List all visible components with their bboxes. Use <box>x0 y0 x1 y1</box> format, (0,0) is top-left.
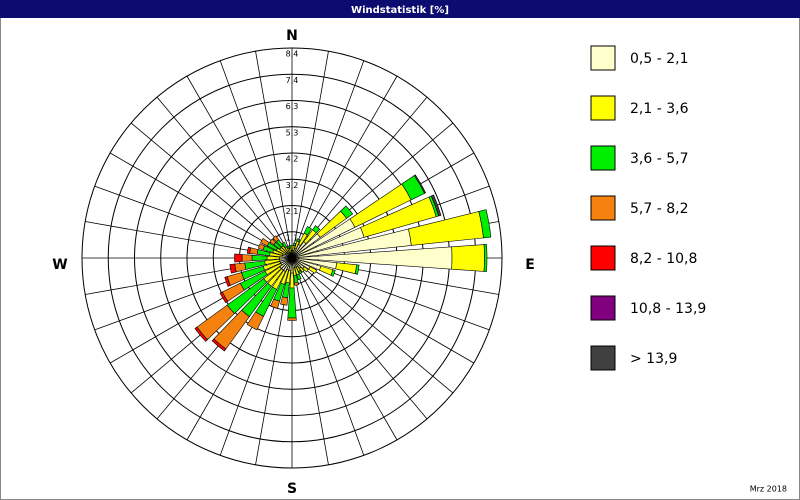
legend-swatch <box>590 95 616 121</box>
grid-spoke <box>94 185 287 257</box>
grid-spoke <box>109 152 288 256</box>
wedge <box>280 296 289 306</box>
wedge <box>483 244 488 272</box>
wedge <box>272 235 280 243</box>
compass-label: N <box>286 28 298 44</box>
ring-label: 3,2 <box>286 181 299 190</box>
wedge <box>312 225 321 234</box>
wedge <box>303 226 312 236</box>
wedge <box>260 238 270 247</box>
legend-swatch <box>590 345 616 371</box>
wedge <box>224 276 231 287</box>
grid-spoke <box>294 75 398 254</box>
wedge <box>241 254 253 262</box>
wedge <box>478 209 492 239</box>
grid-spoke <box>219 60 291 253</box>
grid-spoke <box>295 262 428 420</box>
ring-label: 1,1 <box>286 233 299 242</box>
wedge <box>286 245 290 250</box>
wedge <box>269 238 277 246</box>
wedge <box>219 291 229 304</box>
wedge <box>354 264 360 275</box>
wedge <box>430 194 442 217</box>
wedge <box>211 338 227 352</box>
footer: Mrz 2018 <box>750 485 787 494</box>
wedge <box>298 266 305 273</box>
wedge <box>290 245 294 251</box>
wedge <box>330 269 336 277</box>
wedge <box>234 253 243 263</box>
compass-label: E <box>525 257 535 273</box>
grid-spoke <box>296 261 454 394</box>
wedge <box>270 298 280 309</box>
grid-spoke <box>292 263 329 465</box>
legend-swatch <box>590 245 616 271</box>
wedge <box>294 281 300 286</box>
wedge <box>281 241 287 249</box>
ring-label: 2,1 <box>286 207 299 216</box>
wedge <box>302 266 309 273</box>
wedge <box>287 317 297 321</box>
wedge <box>451 244 485 272</box>
chart-title: Windstatistik [%] <box>351 5 449 16</box>
title-bar <box>0 0 800 18</box>
legend-label: 2,1 - 3,6 <box>630 101 689 117</box>
wedge <box>340 205 354 219</box>
legend-swatch <box>590 295 616 321</box>
wedge <box>229 263 237 274</box>
grid-spoke <box>130 122 288 255</box>
grid-spoke <box>186 75 290 254</box>
wedge <box>296 273 302 280</box>
wedge <box>246 311 264 331</box>
legend-label: 10,8 - 13,9 <box>630 301 706 317</box>
ring-label: 7,4 <box>286 76 299 85</box>
wedge <box>298 270 303 275</box>
grid-spoke <box>296 260 475 364</box>
wedge <box>246 246 252 254</box>
grid-spoke <box>293 60 365 253</box>
grid-spoke <box>292 51 329 253</box>
ring-label: 4,2 <box>286 155 299 164</box>
legend-label: 8,2 - 10,8 <box>630 251 697 267</box>
wedge <box>194 326 208 342</box>
ring-label: 8,4 <box>286 50 299 59</box>
legend-label: 0,5 - 2,1 <box>630 51 688 67</box>
wedge <box>251 254 268 262</box>
wedge <box>308 266 318 274</box>
grid-spoke <box>293 263 365 456</box>
ring-label: 6,3 <box>286 102 299 111</box>
wedge <box>292 242 296 247</box>
legend-swatch <box>590 45 616 71</box>
compass-label: W <box>52 257 67 273</box>
legend-swatch <box>590 145 616 171</box>
legend-swatch <box>590 195 616 221</box>
wedge <box>288 245 292 249</box>
wedge <box>296 238 301 243</box>
compass-label: S <box>287 481 297 497</box>
wedge <box>413 174 427 194</box>
grid-spoke <box>255 51 292 253</box>
grid-spoke <box>156 96 289 254</box>
wedge <box>289 272 295 289</box>
grid-spoke <box>294 262 398 441</box>
legend-label: 5,7 - 8,2 <box>630 201 688 217</box>
wedge <box>257 243 265 251</box>
legend-label: 3,6 - 5,7 <box>630 151 688 167</box>
legend-label: > 13,9 <box>630 351 677 367</box>
ring-label: 5,3 <box>286 128 299 137</box>
